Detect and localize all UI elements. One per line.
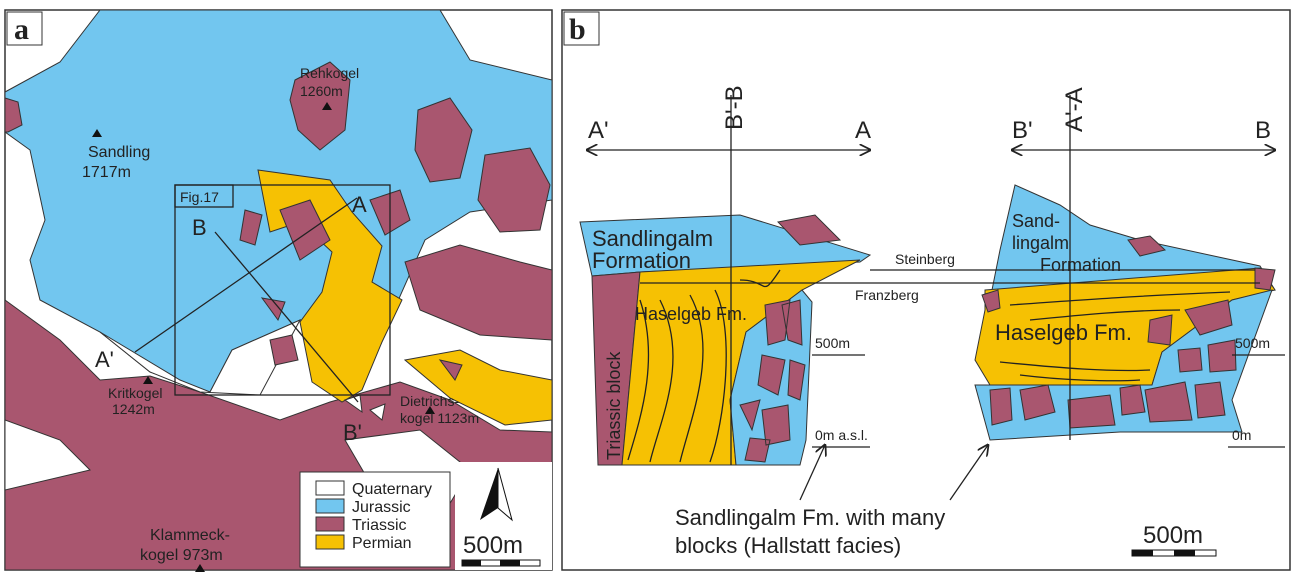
correlation-label: Steinberg: [895, 251, 955, 267]
peak-elevation: 1717m: [82, 164, 131, 181]
legend-swatch: [315, 534, 345, 550]
scale-label: 500m: [463, 532, 523, 559]
peak-name: Sandling: [88, 144, 150, 161]
formation-label: lingalm: [1012, 233, 1069, 253]
sandlingalm-block: [739, 214, 842, 463]
triassic-unit: [477, 147, 551, 233]
legend-label: Quaternary: [352, 481, 432, 498]
pointer-arrow: [799, 445, 825, 501]
section-panel: b A' A B'-B Sandlingalm Formation Triass…: [561, 9, 1291, 571]
peak-name: Kritkogel: [108, 385, 162, 401]
map-panel: Fig.17 A B A' B' Rehkogel 1260m Sandling…: [4, 9, 553, 572]
peak-name: Klammeck-: [150, 527, 230, 544]
quaternary-unit: [99, 318, 302, 396]
section-end: B': [343, 420, 362, 445]
scale-bar: [1132, 550, 1195, 556]
quaternary-unit: [343, 394, 386, 421]
section-end: A': [95, 347, 114, 372]
figure-box: [174, 184, 391, 396]
peak-elevation: 1242m: [112, 401, 155, 417]
section-line: [134, 197, 358, 353]
peak-elevation: kogel 973m: [140, 547, 223, 564]
pointer-arrow: [949, 445, 988, 501]
panel-label: b: [569, 13, 586, 46]
section-end: A: [352, 192, 367, 217]
section-end: B: [1255, 117, 1271, 144]
sandlingalm-block: [981, 235, 1276, 429]
scale-label: 500m: [1143, 522, 1203, 549]
formation-label: Haselgeb Fm.: [995, 320, 1132, 345]
formation-label: Formation: [1040, 255, 1121, 275]
permian-unit: [403, 349, 552, 426]
triassic-unit: [438, 359, 463, 381]
formation-label: Sandlingalm: [592, 226, 713, 251]
triassic-unit: [239, 209, 263, 246]
crossing-label: B'-B: [721, 85, 748, 130]
peak-elevation: 1260m: [300, 83, 343, 99]
level-label: 500m: [815, 335, 850, 351]
bedding: [999, 291, 1231, 382]
north-arrow: [497, 467, 513, 522]
block-label: Triassic block: [604, 351, 624, 460]
legend-label: Jurassic: [352, 499, 411, 516]
section-end: A: [855, 117, 871, 144]
correlation-label: Franzberg: [855, 287, 919, 303]
caption: Sandlingalm Fm. with many: [675, 505, 945, 530]
formation-label: Haselgeb Fm.: [635, 304, 747, 324]
legend-swatch: [315, 480, 345, 496]
caption: blocks (Hallstatt facies): [675, 533, 901, 558]
triassic-unit: [414, 97, 473, 183]
formation-label: Formation: [592, 248, 691, 273]
north-arrow: [480, 468, 498, 520]
section-end: B: [192, 215, 207, 240]
legend-swatch: [315, 516, 345, 532]
bedding: [627, 269, 781, 463]
legend-label: Triassic: [352, 517, 407, 534]
crossing-label: A'-A: [1061, 87, 1088, 132]
triassic-unit: [404, 244, 552, 341]
level-label: 0m a.s.l.: [815, 427, 868, 443]
section-end: A': [588, 117, 609, 144]
panel-label-box: [6, 11, 43, 46]
peak-name: Dietrichs-: [400, 393, 459, 409]
level-label: 0m: [1232, 427, 1251, 443]
figure-box-label: [174, 184, 234, 208]
triassic-unit: [5, 97, 23, 133]
figure-box-text: Fig.17: [180, 189, 219, 205]
peak-elevation: kogel 1123m: [400, 410, 479, 426]
quaternary-unit: [5, 419, 91, 491]
section-end: B': [1012, 117, 1033, 144]
legend-swatch: [315, 498, 345, 514]
panel-label-box: [563, 11, 600, 46]
triassic-unit: [279, 199, 331, 261]
section-line: [214, 231, 359, 403]
panel-label: a: [14, 13, 29, 46]
triassic-unit: [269, 334, 299, 366]
scale-area: [455, 462, 552, 570]
peak-name: Rehkogel: [300, 65, 359, 81]
triassic-unit: [289, 61, 351, 151]
level-label: 500m: [1235, 335, 1270, 351]
scale-bar: [462, 560, 520, 566]
legend-label: Permian: [352, 535, 412, 552]
formation-label: Sand-: [1012, 211, 1060, 231]
